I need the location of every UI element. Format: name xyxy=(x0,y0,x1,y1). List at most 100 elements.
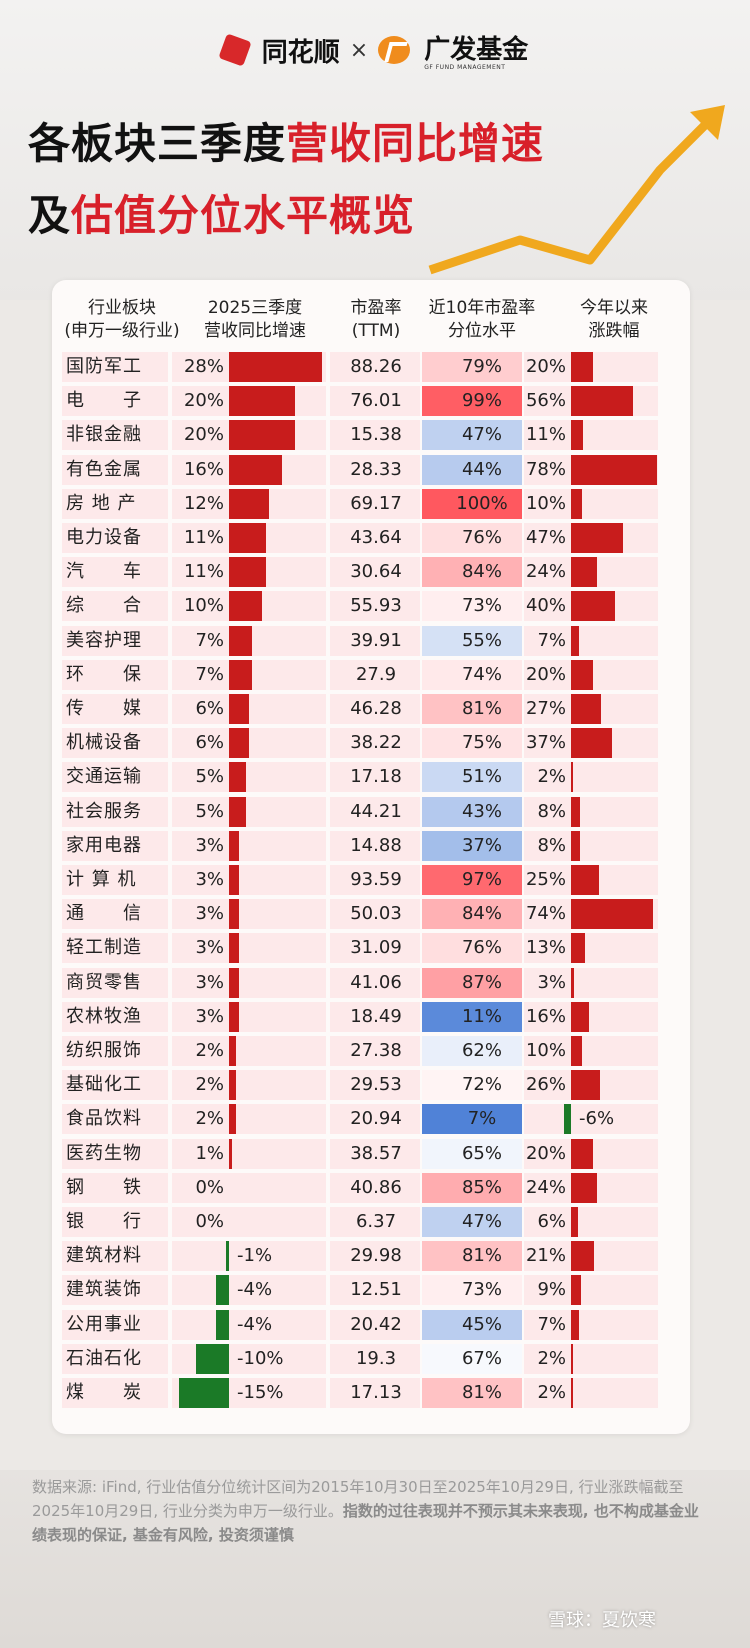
ytd-bar xyxy=(571,489,583,519)
pe-value: 28.33 xyxy=(350,459,402,480)
row-background-pe xyxy=(330,420,420,450)
industry-name: 食品饮料 xyxy=(66,1108,142,1129)
ytd-value: 2% xyxy=(537,1382,566,1403)
row-background-pe xyxy=(330,1070,420,1100)
row-background-ytd xyxy=(524,626,658,656)
pe-value: 31.09 xyxy=(350,937,402,958)
industry-name: 医药生物 xyxy=(66,1143,142,1164)
row-background-name xyxy=(62,831,168,861)
row-background-pe xyxy=(330,386,420,416)
row-background-ytd xyxy=(524,1275,658,1305)
ytd-bar xyxy=(564,1104,571,1134)
pe-value: 17.18 xyxy=(350,766,402,787)
growth-value: 2% xyxy=(195,1108,224,1129)
row-background-name xyxy=(62,728,168,758)
header-pe-line2: (TTM) xyxy=(351,321,401,341)
row-background-ytd xyxy=(524,1104,658,1134)
industry-name: 煤 炭 xyxy=(66,1382,142,1403)
growth-bar xyxy=(229,831,239,861)
pctile-value: 37% xyxy=(461,835,502,856)
header-pe-line1: 市盈率 xyxy=(350,298,402,318)
pe-value: 55.93 xyxy=(350,595,402,616)
growth-value: 16% xyxy=(183,459,224,480)
pe-value: 38.57 xyxy=(350,1143,402,1164)
ytd-value: 13% xyxy=(525,937,566,958)
ytd-value: 7% xyxy=(537,630,566,651)
ytd-bar xyxy=(571,728,612,758)
industry-name: 农林牧渔 xyxy=(66,1006,142,1027)
industry-name: 钢 铁 xyxy=(66,1177,142,1198)
header-growth-line2: 营收同比增速 xyxy=(204,321,306,341)
pctile-cell xyxy=(422,420,522,450)
row-background-name xyxy=(62,557,168,587)
ytd-value: 20% xyxy=(525,1143,566,1164)
header-growth-line1: 2025三季度 xyxy=(207,298,303,318)
industry-name: 电力设备 xyxy=(66,527,142,548)
pctile-cell xyxy=(422,1275,522,1305)
header-industry-line2: (申万一级行业) xyxy=(64,321,180,341)
ytd-bar xyxy=(571,386,633,416)
ytd-bar xyxy=(571,523,623,553)
pe-value: 20.42 xyxy=(350,1314,402,1335)
ytd-value: 24% xyxy=(525,561,566,582)
ytd-value: 21% xyxy=(525,1245,566,1266)
pctile-value: 7% xyxy=(467,1108,497,1129)
row-background-name xyxy=(62,1241,168,1271)
ytd-value: 74% xyxy=(525,903,566,924)
industry-name: 商贸零售 xyxy=(66,972,142,993)
growth-value: 3% xyxy=(195,869,224,890)
pe-value: 69.17 xyxy=(350,493,402,514)
pctile-value: 99% xyxy=(461,390,502,411)
row-background-pe xyxy=(330,626,420,656)
ytd-value: 10% xyxy=(525,493,566,514)
row-background-pe xyxy=(330,1139,420,1169)
ytd-value: 6% xyxy=(537,1211,566,1232)
pctile-cell xyxy=(422,1002,522,1032)
pe-value: 18.49 xyxy=(350,1006,402,1027)
row-background-pe xyxy=(330,694,420,724)
growth-bar xyxy=(229,557,266,587)
industry-name: 传 媒 xyxy=(66,698,142,719)
growth-value: 7% xyxy=(195,664,224,685)
growth-bar xyxy=(229,1036,236,1066)
industry-name: 通 信 xyxy=(66,903,142,924)
row-background-pe xyxy=(330,557,420,587)
pctile-value: 74% xyxy=(461,664,502,685)
row-background-ytd xyxy=(524,933,658,963)
row-background-growth xyxy=(172,831,326,861)
pctile-value: 84% xyxy=(461,561,502,582)
growth-value: -15% xyxy=(237,1382,284,1403)
pctile-cell xyxy=(422,1344,522,1374)
row-background-pe xyxy=(330,968,420,998)
row-background-name xyxy=(62,591,168,621)
growth-bar xyxy=(229,386,296,416)
industry-name: 基础化工 xyxy=(66,1074,142,1095)
row-background-name xyxy=(62,1310,168,1340)
row-background-name xyxy=(62,968,168,998)
row-background-name xyxy=(62,626,168,656)
row-background-growth xyxy=(172,1036,326,1066)
row-background-pe xyxy=(330,797,420,827)
growth-bar xyxy=(229,1070,236,1100)
row-background-ytd xyxy=(524,1207,658,1237)
pctile-cell xyxy=(422,694,522,724)
pctile-value: 62% xyxy=(461,1040,502,1061)
header-industry-line1: 行业板块 xyxy=(88,298,156,318)
ytd-bar xyxy=(571,762,574,792)
pctile-cell xyxy=(422,386,522,416)
row-background-name xyxy=(62,1139,168,1169)
pe-value: 50.03 xyxy=(350,903,402,924)
row-background-pe xyxy=(330,1036,420,1066)
growth-bar xyxy=(229,968,239,998)
growth-value: 3% xyxy=(195,835,224,856)
industry-name: 非银金融 xyxy=(66,424,142,445)
row-background-growth xyxy=(172,1139,326,1169)
industry-name: 纺织服饰 xyxy=(66,1040,142,1061)
brand-header: 同花顺 × 广发基金 GF FUND MANAGEMENT xyxy=(0,30,750,71)
pe-value: 27.9 xyxy=(355,664,397,685)
pe-value: 17.13 xyxy=(350,1382,402,1403)
industry-name: 综 合 xyxy=(66,595,142,616)
pctile-cell xyxy=(422,1207,522,1237)
row-background-pe xyxy=(330,591,420,621)
ytd-bar xyxy=(571,1036,583,1066)
